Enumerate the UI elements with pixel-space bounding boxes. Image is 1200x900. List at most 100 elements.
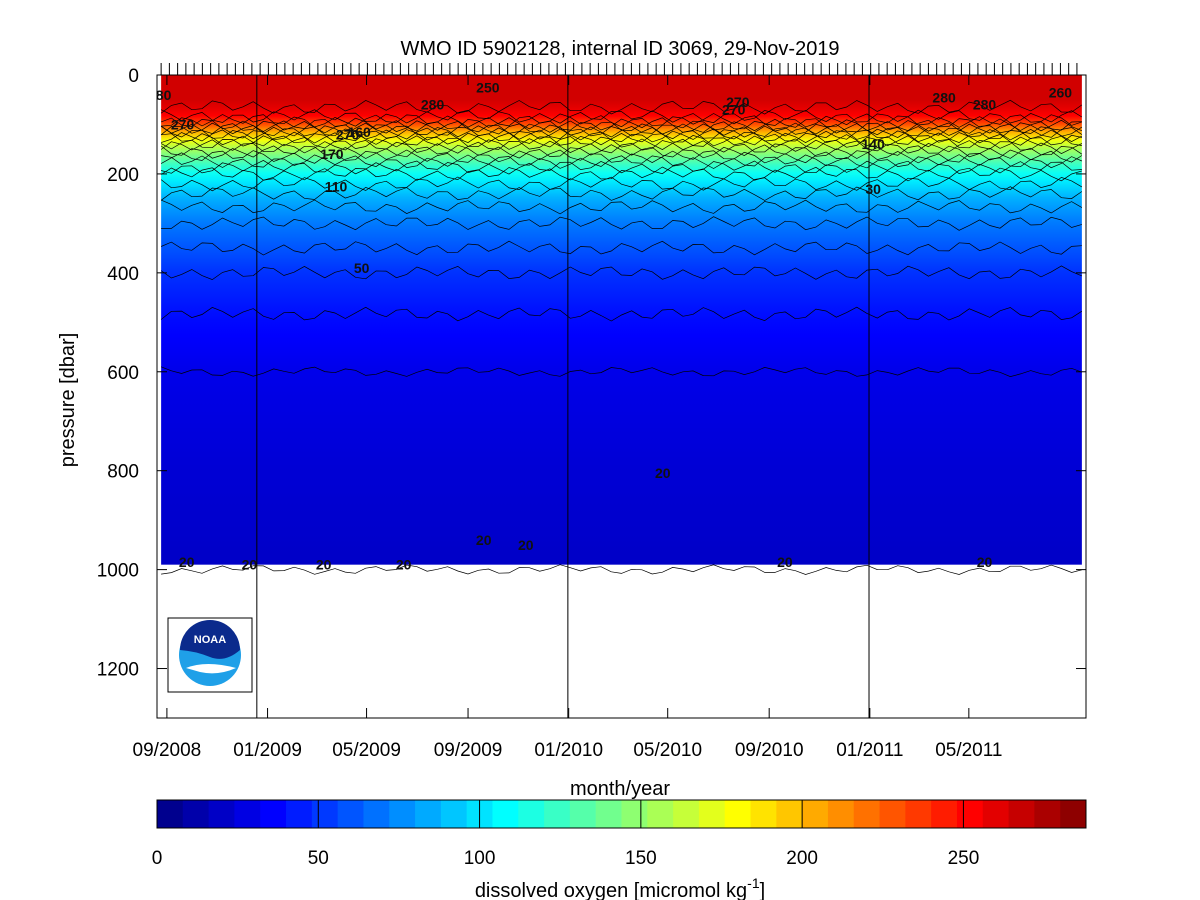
colorbar-swatch-16 (569, 800, 597, 828)
contour-label-8: 50 (354, 260, 370, 276)
y-tick-label-4: 800 (107, 462, 139, 483)
contour-label-13: 260 (1049, 84, 1073, 100)
contour-label-20: 20 (396, 557, 412, 573)
colorbar-swatch-3 (234, 800, 261, 828)
contour-line-170 (160, 135, 1082, 151)
colorbar-tick-label-2: 100 (464, 848, 496, 869)
colorbar-swatch-22 (724, 800, 752, 828)
colorbar-swatch-8 (363, 800, 390, 828)
contour-label-19: 20 (316, 557, 332, 573)
contour-line-220 (160, 119, 1083, 135)
colorbar-swatch-29 (905, 800, 932, 828)
plot-frame (156, 74, 1087, 719)
contour-line-30 (160, 366, 1083, 377)
colorbar-swatch-31 (956, 800, 984, 828)
oxygen-field (161, 75, 1082, 565)
colorbar-swatch-2 (208, 800, 235, 828)
colorbar-swatch-21 (698, 800, 726, 828)
contour-line-260 (160, 99, 1083, 115)
x-tick-label-8: 05/2011 (935, 740, 1002, 761)
contour-line-150 (160, 144, 1083, 159)
colorbar-swatch-24 (776, 800, 803, 828)
colorbar-swatch-7 (337, 800, 364, 828)
colorbar-swatch-15 (544, 800, 571, 828)
contour-label-15: 30 (865, 181, 881, 197)
colorbar-swatch-23 (750, 800, 777, 828)
colorbar-swatch-20 (673, 800, 700, 828)
profile-tick-marks (160, 63, 1078, 75)
colorbar: 0 50 100 150 200 250 dissolved oxygen [microm… (152, 799, 1087, 900)
contour-line-100 (160, 176, 1083, 192)
y-tick-label-3: 600 (107, 363, 139, 384)
contour-lines (160, 99, 1083, 575)
y-tick-label-0: 0 (128, 66, 139, 87)
colorbar-swatch-35 (1060, 800, 1087, 828)
colorbar-tick-label-3: 150 (625, 848, 657, 869)
contour-label-23: 20 (777, 554, 793, 570)
contour-label-16: 20 (655, 465, 671, 481)
year-dividers (256, 75, 870, 718)
y-tick-label-5: 1000 (97, 561, 139, 582)
contour-label-24: 20 (977, 554, 993, 570)
contour-label-11: 280 (932, 89, 956, 105)
colorbar-tick-label-4: 200 (786, 848, 818, 869)
x-tick-label-6: 09/2010 (735, 740, 804, 761)
contour-line-230 (160, 117, 1082, 132)
contour-label-7: 110 (325, 178, 348, 194)
contour-label-1: 270 (171, 116, 195, 132)
noaa-logo-text: NOAA (194, 634, 226, 646)
contour-line-190 (160, 128, 1083, 144)
x-tick-label-2: 05/2009 (332, 740, 401, 761)
colorbar-swatch-18 (621, 800, 648, 828)
y-tick-label-2: 400 (107, 264, 139, 285)
colorbar-swatch-13 (492, 800, 519, 828)
colorbar-tick-label-1: 50 (308, 848, 329, 869)
colorbar-swatch-14 (518, 800, 545, 828)
x-tick-label-5: 05/2010 (633, 740, 702, 761)
contour-label-2: 280 (421, 97, 445, 113)
colorbar-swatch-33 (1008, 800, 1035, 828)
contour-label-22: 20 (518, 537, 534, 553)
contour-line-240 (161, 113, 1083, 128)
contour-line-250 (160, 109, 1083, 124)
contour-label-3: 250 (476, 79, 500, 95)
colorbar-swatch-5 (286, 800, 313, 828)
contour-line-160 (160, 139, 1083, 155)
colorbar-swatch-30 (931, 800, 958, 828)
y-tick-label-6: 1200 (97, 660, 139, 681)
chart-title: WMO ID 5902128, internal ID 3069, 29-Nov… (400, 38, 839, 60)
noaa-logo: NOAA (167, 617, 253, 693)
contour-line-40 (160, 306, 1083, 322)
contour-label-9: 270 (726, 94, 750, 110)
x-axis-label: month/year (570, 778, 670, 800)
colorbar-swatch-10 (415, 800, 442, 828)
contour-line-120 (161, 160, 1082, 175)
colorbar-swatch-25 (802, 800, 829, 828)
contour-label-21: 20 (476, 532, 492, 548)
colorbar-ticks: 0 50 100 150 200 250 (152, 800, 980, 869)
y-axis-label: pressure [dbar] (57, 333, 79, 468)
colorbar-swatch-17 (595, 800, 622, 828)
contour-line-60 (160, 240, 1082, 256)
colorbar-swatch-19 (647, 800, 674, 828)
contour-label-6: 170 (320, 146, 344, 162)
contour-line-50 (160, 265, 1083, 280)
contour-label-12: 280 (973, 97, 997, 113)
contour-label-4: 270 (336, 126, 360, 142)
colorbar-swatches (157, 800, 1087, 828)
colorbar-tick-label-0: 0 (152, 848, 163, 869)
contour-line-70 (161, 216, 1083, 231)
colorbar-tick-label-5: 250 (948, 848, 980, 869)
x-tick-label-0: 09/2008 (133, 740, 202, 761)
colorbar-swatch-4 (260, 800, 287, 828)
colorbar-label: dissolved oxygen [micromol kg-1] (475, 875, 765, 900)
x-tick-label-1: 01/2009 (233, 740, 302, 761)
colorbar-swatch-6 (311, 800, 339, 828)
contour-label-0: 80 (156, 87, 172, 103)
contour-line-90 (160, 186, 1083, 201)
colorbar-swatch-32 (982, 800, 1010, 828)
colorbar-swatch-11 (440, 800, 468, 828)
